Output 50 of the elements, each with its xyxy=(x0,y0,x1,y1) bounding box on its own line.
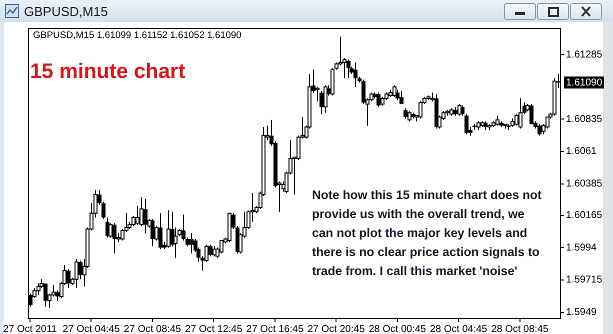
y-tick-label: 1.5994 xyxy=(566,242,598,254)
candlestick xyxy=(144,198,148,234)
x-tick-label: 27 Oct 20:45 xyxy=(307,324,366,334)
x-tick-label: 27 Oct 2011 xyxy=(3,324,58,334)
candlestick xyxy=(320,90,324,115)
candlestick xyxy=(36,283,40,296)
candlestick xyxy=(112,222,116,254)
candlestick xyxy=(454,106,458,116)
candlestick xyxy=(208,244,212,257)
y-tick-label: 1.59715 xyxy=(566,274,603,286)
annotation: 15 minute chart xyxy=(30,60,186,84)
y-tick-label: 1.6061 xyxy=(566,146,598,158)
x-tick-label: 28 Oct 08:45 xyxy=(491,324,549,334)
y-tick-label: 1.60165 xyxy=(566,210,603,222)
candlestick xyxy=(150,218,154,247)
x-tick-label: 27 Oct 12:45 xyxy=(185,324,243,334)
y-tick-label: 1.60385 xyxy=(566,178,603,190)
y-tick-label: 1.61285 xyxy=(566,49,603,60)
candlestick xyxy=(174,227,178,258)
candlestick xyxy=(136,206,140,226)
y-tick-label: 1.60835 xyxy=(566,114,603,125)
x-tick-label: 27 Oct 16:45 xyxy=(246,324,304,334)
candlestick xyxy=(472,124,476,130)
chart-subtitle: GBPUSD,M15 1.61099 1.61152 1.61052 1.61090 xyxy=(33,30,242,41)
candlestick xyxy=(518,98,522,129)
candlestick xyxy=(464,114,468,135)
text: 1.61090 xyxy=(566,77,603,88)
candlestick xyxy=(376,92,380,108)
candlestick xyxy=(530,104,534,124)
candlestick xyxy=(396,89,400,100)
x-tick-label: 28 Oct 00:45 xyxy=(368,324,426,334)
candlestick xyxy=(166,210,170,248)
x-tick-label: 27 Oct 08:45 xyxy=(124,324,182,334)
candlestick xyxy=(484,120,488,130)
candlestick xyxy=(158,212,162,250)
candlestick xyxy=(354,62,358,88)
x-tick-label: 28 Oct 04:45 xyxy=(430,324,488,334)
x-tick-label: 27 Oct 04:45 xyxy=(62,324,120,334)
candlestick xyxy=(66,268,70,288)
annotation: Note how this 15 minute chart does not provide us with the overall trend, we can not plot the major key levels and there is no clear price action signals to trade from. I call this market 'noise' xyxy=(312,187,543,280)
candlestick xyxy=(190,232,194,254)
chart-title: GBPUSD,M15 xyxy=(24,4,108,19)
candlestick xyxy=(434,94,438,129)
candlestick xyxy=(538,124,542,136)
candlestick xyxy=(400,90,404,104)
y-tick-label: 1.5949 xyxy=(566,307,598,318)
candlestick xyxy=(404,108,408,119)
candlestick xyxy=(346,59,350,79)
candlestick xyxy=(504,124,508,129)
candlestick xyxy=(74,258,78,288)
